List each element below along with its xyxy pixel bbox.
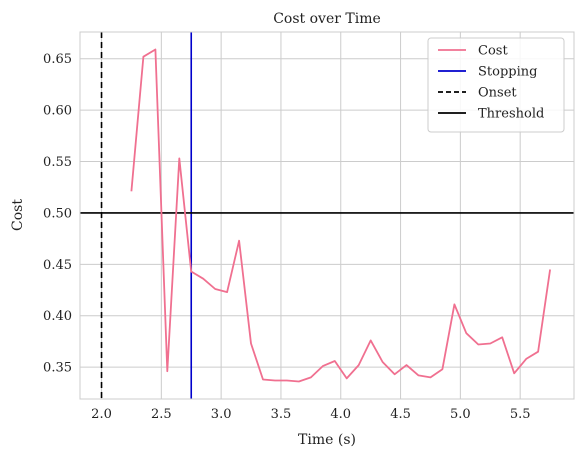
y-tick-label: 0.60 bbox=[43, 104, 72, 119]
legend-label-cost: Cost bbox=[478, 44, 508, 59]
legend-label-threshold: Threshold bbox=[478, 107, 544, 122]
legend-label-stopping: Stopping bbox=[478, 65, 537, 80]
x-tick-label: 4.5 bbox=[390, 407, 411, 422]
y-axis-label: Cost bbox=[10, 199, 26, 231]
cost-series-line bbox=[130, 48, 551, 383]
legend: Cost Stopping Onset Threshold bbox=[427, 37, 565, 133]
tick-labels: 2.0 2.5 3.0 3.5 4.0 4.5 5.0 5.5 0.35 0.40 0.45 0.50… bbox=[43, 52, 530, 422]
x-axis-label: Time (s) bbox=[298, 432, 356, 448]
x-tick-label: 3.0 bbox=[211, 407, 232, 422]
series-lines bbox=[130, 48, 551, 383]
x-tick-label: 5.5 bbox=[510, 407, 531, 422]
x-tick-label: 3.5 bbox=[271, 407, 292, 422]
x-tick-label: 4.0 bbox=[330, 407, 351, 422]
y-tick-label: 0.45 bbox=[43, 258, 72, 273]
legend-label-onset: Onset bbox=[478, 86, 517, 101]
y-tick-label: 0.55 bbox=[43, 155, 72, 170]
y-tick-label: 0.35 bbox=[43, 361, 72, 376]
x-tick-label: 2.5 bbox=[151, 407, 172, 422]
legend-box bbox=[427, 37, 565, 133]
x-tick-label: 5.0 bbox=[450, 407, 471, 422]
chart-title: Cost over Time bbox=[273, 11, 381, 27]
x-tick-label: 2.0 bbox=[91, 407, 112, 422]
y-tick-label: 0.65 bbox=[43, 52, 72, 67]
y-tick-label: 0.40 bbox=[43, 309, 72, 324]
y-tick-label: 0.50 bbox=[43, 206, 72, 221]
plot-frame bbox=[79, 31, 575, 400]
